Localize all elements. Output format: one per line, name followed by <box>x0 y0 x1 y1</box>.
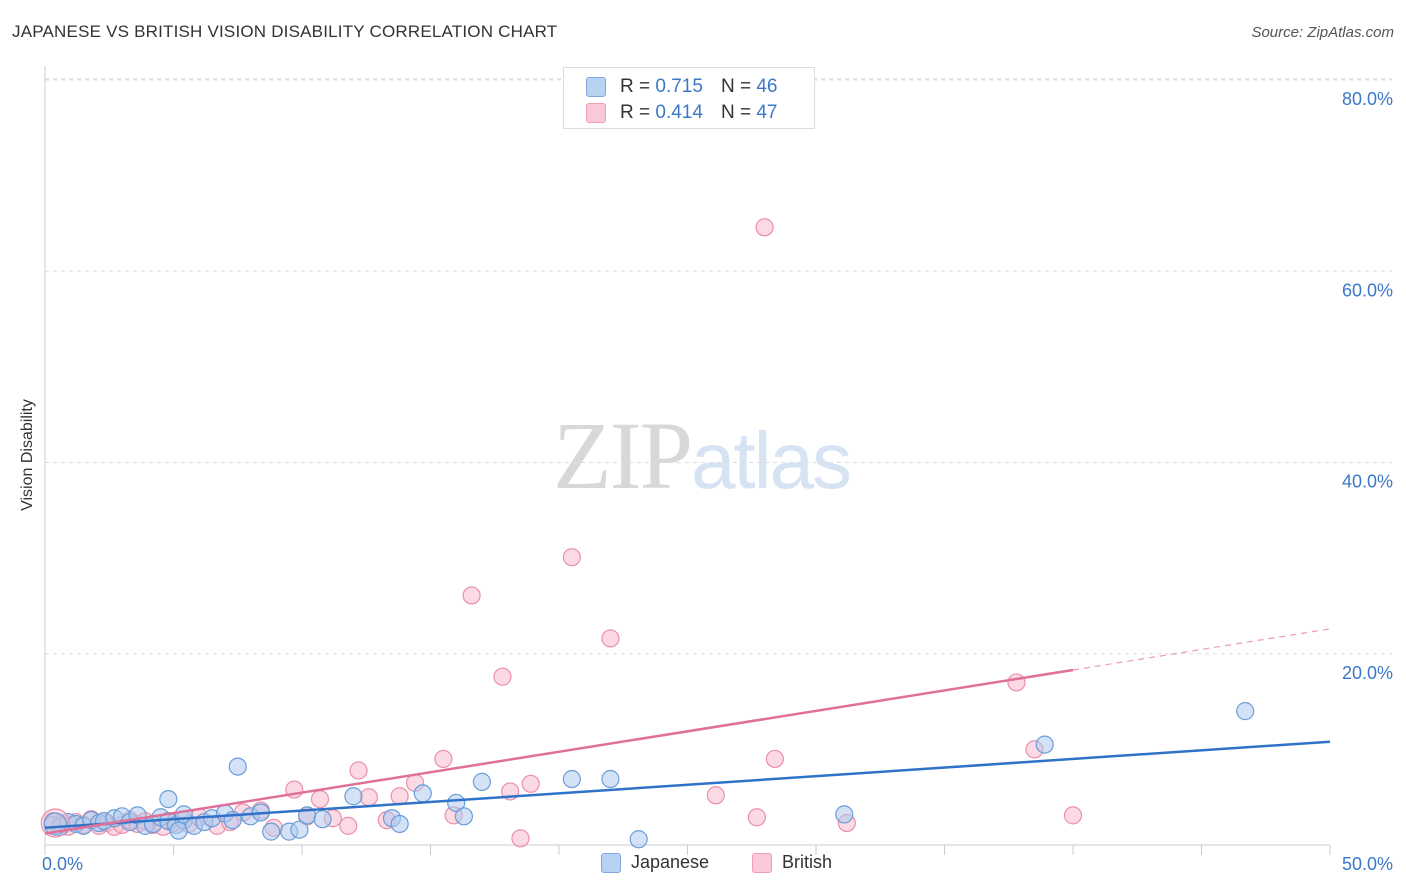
point-japanese <box>472 772 491 791</box>
legend-swatch-british <box>752 852 772 873</box>
point-british <box>1063 806 1083 825</box>
y-tick-label: 20.0% <box>1342 663 1393 683</box>
chart-title: JAPANESE VS BRITISH VISION DISABILITY CO… <box>12 22 558 41</box>
trendline-british-extension <box>1072 628 1331 671</box>
point-japanese <box>1236 702 1255 721</box>
legend-r-value-japanese: 0.715 <box>655 76 703 97</box>
legend-label-japanese: Japanese <box>631 852 710 872</box>
trendline-japanese <box>44 740 1331 830</box>
watermark: ZIPatlas <box>553 400 852 511</box>
legend-n-value-british: 47 <box>756 102 778 123</box>
legend-item-japanese[interactable]: Japanese <box>601 852 709 873</box>
legend-row-japanese: R = 0.715 N = 46 <box>586 76 777 98</box>
correlation-legend: R = 0.715 N = 46 R = 0.414 N = 47 <box>563 67 815 129</box>
point-british <box>359 788 378 807</box>
source-label: Source: ZipAtlas.com <box>1251 24 1394 41</box>
point-british <box>349 761 368 780</box>
tick-label-layer: 20.0% 40.0% 60.0% 80.0% 0.0% 50.0% <box>42 89 1393 874</box>
point-british <box>747 808 766 827</box>
legend-n-value-japanese: 46 <box>756 76 778 97</box>
point-japanese <box>169 821 188 840</box>
point-british <box>390 787 409 806</box>
legend-n-label: N = <box>720 102 752 123</box>
point-japanese <box>601 769 620 789</box>
point-japanese <box>344 787 363 806</box>
legend-r-label: R = <box>620 102 651 123</box>
point-british <box>601 629 620 648</box>
x-tick-label: 50.0% <box>1342 854 1393 874</box>
point-british <box>706 786 725 805</box>
legend-swatch-japanese <box>601 852 621 873</box>
point-japanese <box>159 789 178 809</box>
legend-r-label: R = <box>620 76 651 97</box>
point-british <box>462 586 481 605</box>
point-japanese <box>413 784 432 803</box>
watermark-atlas: atlas <box>691 416 852 505</box>
point-british <box>755 218 774 237</box>
y-tick-label: 40.0% <box>1342 472 1393 492</box>
point-british <box>511 829 530 848</box>
legend-r-value-british: 0.414 <box>655 102 703 123</box>
point-japanese <box>835 805 854 824</box>
point-japanese <box>454 807 474 826</box>
trendline-british <box>44 668 1074 835</box>
legend-item-british[interactable]: British <box>752 852 832 873</box>
point-british <box>434 749 453 769</box>
point-british <box>339 816 358 835</box>
point-british <box>310 789 330 809</box>
legend-label-british: British <box>782 852 833 872</box>
points-layer <box>40 218 1255 849</box>
point-japanese <box>1035 735 1054 754</box>
point-japanese <box>313 810 332 829</box>
point-japanese-cluster <box>43 812 67 836</box>
axis-layer <box>44 66 1331 855</box>
point-japanese <box>228 757 247 776</box>
x-tick-label: 0.0% <box>42 854 83 874</box>
point-british <box>765 749 784 769</box>
legend-n-label: N = <box>720 76 752 97</box>
legend-swatch-british <box>586 103 606 123</box>
legend-swatch-japanese <box>586 77 606 97</box>
point-japanese <box>629 830 648 849</box>
series-legend: Japanese British <box>0 852 1406 878</box>
point-japanese <box>390 814 409 834</box>
y-tick-label: 60.0% <box>1342 280 1393 300</box>
point-japanese <box>262 822 281 841</box>
watermark-zip: ZIP <box>553 402 693 509</box>
point-british <box>521 774 540 793</box>
point-british <box>493 667 512 686</box>
point-japanese <box>290 820 309 839</box>
y-tick-label: 80.0% <box>1342 89 1393 109</box>
point-british <box>562 548 581 567</box>
point-british <box>1007 673 1026 692</box>
point-japanese <box>562 769 581 789</box>
grid-layer <box>45 78 1392 655</box>
trend-layer <box>44 628 1331 835</box>
legend-row-british: R = 0.414 N = 47 <box>586 102 777 124</box>
point-japanese <box>447 793 466 813</box>
